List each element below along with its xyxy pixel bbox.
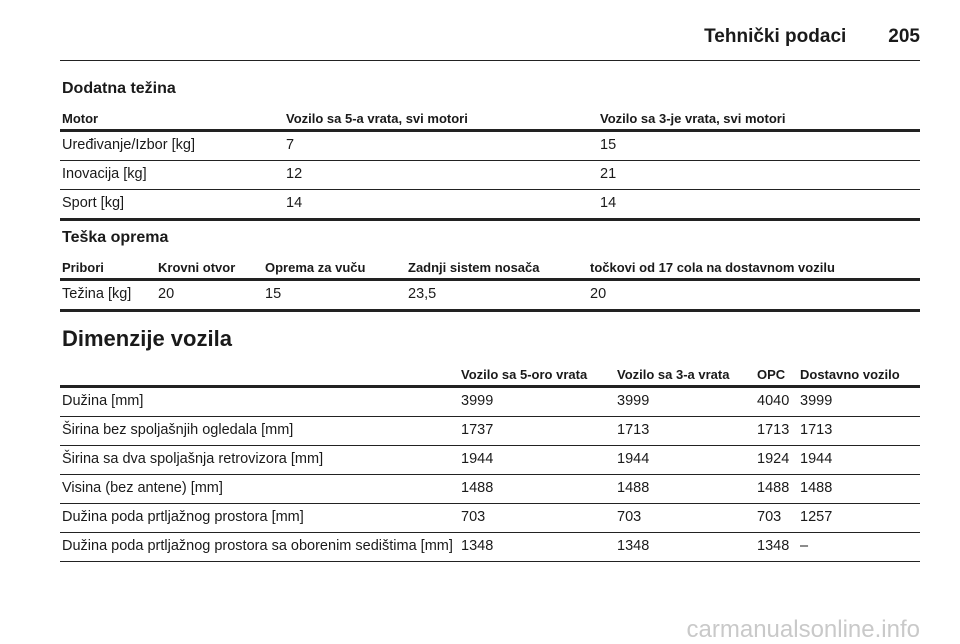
table-cell: 14 [284, 189, 598, 221]
header-row: Motor Vozilo sa 5-a vrata, svi motori Vozi… [60, 106, 920, 132]
table-cell: 23,5 [406, 279, 588, 312]
table-cell: 1944 [615, 445, 755, 475]
header-cell: Krovni otvor [156, 255, 263, 281]
table-cell: Inovacija [kg] [60, 160, 284, 190]
table-cell: 20 [156, 279, 263, 312]
content: Dodatna težina Motor Vozilo sa 5-a vrata, … [60, 72, 920, 562]
table-row: Težina [kg] 20 15 23,5 20 [60, 279, 920, 312]
data-table: Vozilo sa 5-oro vrata Vozilo sa 3-a vrata… [60, 362, 920, 562]
header-cell: Vozilo sa 3-a vrata [615, 362, 755, 388]
table-cell: 1488 [615, 474, 755, 504]
header-title: Tehnički podaci [704, 26, 847, 47]
table-cell: 15 [263, 279, 406, 312]
table-cell: Širina bez spoljašnjih ogledala [mm] [60, 416, 459, 446]
data-table: Motor Vozilo sa 5-a vrata, svi motori Vozi… [60, 106, 920, 221]
header-row: Pribori Krovni otvor Oprema za vuču Zadnji … [60, 255, 920, 281]
table-cell: 1488 [459, 474, 615, 504]
table-cell: 15 [598, 130, 920, 161]
table-cell: 21 [598, 160, 920, 190]
table-cell: Dužina [mm] [60, 386, 459, 417]
table-cell: – [798, 532, 920, 562]
table-cell: 12 [284, 160, 598, 190]
table-row: Sport [kg] 14 14 [60, 189, 920, 221]
table-cell: Težina [kg] [60, 279, 156, 312]
page-header: Tehnički podaci 205 [60, 14, 920, 61]
table-cell: Visina (bez antene) [mm] [60, 474, 459, 504]
table-cell: 3999 [798, 386, 920, 417]
header-row: Vozilo sa 5-oro vrata Vozilo sa 3-a vrata… [60, 362, 920, 388]
table-cell: 703 [755, 503, 798, 533]
table-cell: 1488 [755, 474, 798, 504]
table-row: Dužina poda prtljažnog prostora sa obore… [60, 532, 920, 562]
table-cell: 1944 [459, 445, 615, 475]
section-title: Dimenzije vozila [62, 326, 232, 351]
table-cell: 3999 [459, 386, 615, 417]
table-row: Uređivanje/Izbor [kg] 7 15 [60, 130, 920, 161]
header-cell: Oprema za vuču [263, 255, 406, 281]
header-cell: Zadnji sistem nosača [406, 255, 588, 281]
header-cell: Vozilo sa 3-je vrata, svi motori [598, 106, 920, 132]
header-cell [60, 362, 459, 388]
page-number: 205 [888, 26, 920, 47]
table-cell: Dužina poda prtljažnog prostora [mm] [60, 503, 459, 533]
watermark: carmanualsonline.info [686, 616, 920, 643]
table-cell: 703 [615, 503, 755, 533]
table-cell: 1713 [755, 416, 798, 446]
header-cell: točkovi od 17 cola na dostavnom vozilu [588, 255, 920, 281]
header-cell: OPC [755, 362, 798, 388]
table-cell: 1924 [755, 445, 798, 475]
table-cell: 3999 [615, 386, 755, 417]
section-title: Dodatna težina [62, 80, 176, 97]
table-row: Dužina poda prtljažnog prostora [mm] 703 7… [60, 503, 920, 533]
header-cell: Vozilo sa 5-oro vrata [459, 362, 615, 388]
header-cell: Pribori [60, 255, 156, 281]
table-cell: 1737 [459, 416, 615, 446]
header-cell: Dostavno vozilo [798, 362, 920, 388]
table-row: Širina bez spoljašnjih ogledala [mm] 1737… [60, 416, 920, 446]
table-cell: 1257 [798, 503, 920, 533]
table-cell: 7 [284, 130, 598, 161]
table-row: Inovacija [kg] 12 21 [60, 160, 920, 190]
table-row: Širina sa dva spoljašnja retrovizora [mm… [60, 445, 920, 475]
data-table: Pribori Krovni otvor Oprema za vuču Zadnji … [60, 255, 920, 312]
table-cell: 1348 [615, 532, 755, 562]
table-cell: 1488 [798, 474, 920, 504]
table-cell: 1348 [755, 532, 798, 562]
table-cell: 1713 [798, 416, 920, 446]
header-cell: Vozilo sa 5-a vrata, svi motori [284, 106, 598, 132]
table-cell: 1713 [615, 416, 755, 446]
table-cell: Dužina poda prtljažnog prostora sa obore… [60, 532, 459, 562]
header-cell: Motor [60, 106, 284, 132]
table-cell: 4040 [755, 386, 798, 417]
table-row: Dužina [mm] 3999 3999 4040 3999 [60, 386, 920, 417]
section-title: Teška oprema [62, 229, 169, 246]
table-cell: Sport [kg] [60, 189, 284, 221]
table-cell: Uređivanje/Izbor [kg] [60, 130, 284, 161]
table-cell: 14 [598, 189, 920, 221]
table-cell: 20 [588, 279, 920, 312]
table-row: Visina (bez antene) [mm] 1488 1488 1488 1488 [60, 474, 920, 504]
table-cell: 1944 [798, 445, 920, 475]
table-cell: 1348 [459, 532, 615, 562]
table-cell: Širina sa dva spoljašnja retrovizora [mm… [60, 445, 459, 475]
table-cell: 703 [459, 503, 615, 533]
